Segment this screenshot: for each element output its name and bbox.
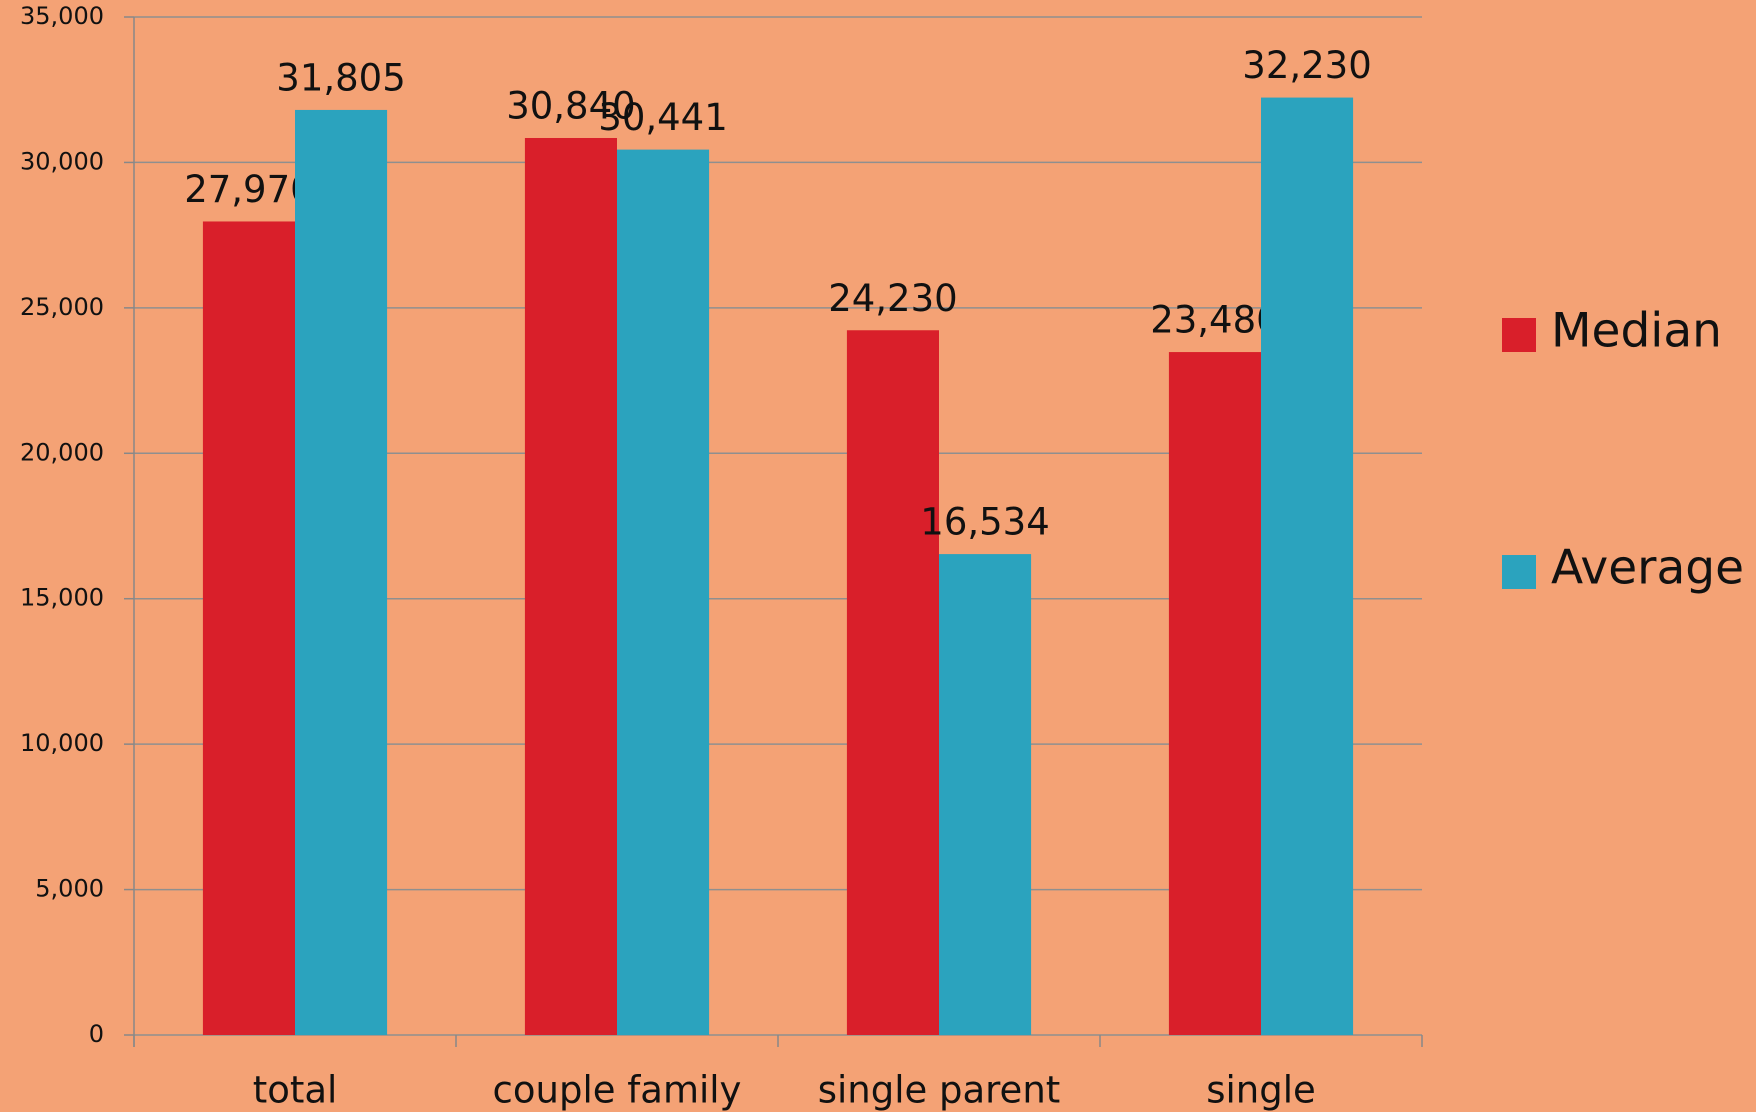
data-label: 30,441	[598, 96, 727, 139]
bar	[202, 221, 295, 1036]
bar	[1261, 97, 1354, 1035]
y-tick-label: 20,000	[20, 438, 104, 466]
legend-swatch	[1502, 555, 1536, 589]
x-tick-label: total	[253, 1069, 338, 1112]
data-label: 30,840	[506, 84, 635, 127]
y-tick-label: 30,000	[20, 147, 104, 175]
x-tick-label: couple family	[493, 1069, 742, 1112]
legend-swatch	[1502, 318, 1536, 352]
legend-label: Average	[1551, 541, 1744, 596]
data-label: 24,230	[828, 277, 957, 320]
bar	[295, 109, 388, 1036]
bar	[524, 137, 617, 1035]
y-tick-label: 0	[89, 1020, 104, 1048]
data-label: 31,805	[276, 56, 405, 99]
bar	[846, 330, 939, 1035]
x-tick-label: single	[1206, 1069, 1316, 1112]
y-tick-label: 5,000	[35, 875, 104, 903]
y-tick-label: 35,000	[20, 2, 104, 30]
data-label: 23,480	[1150, 299, 1279, 342]
y-tick-label: 10,000	[20, 729, 104, 757]
data-label: 16,534	[920, 501, 1049, 544]
y-tick-label: 25,000	[20, 293, 104, 321]
y-tick-label: 15,000	[20, 584, 104, 612]
data-label: 27,970	[184, 168, 313, 211]
data-label: 32,230	[1242, 44, 1371, 87]
bar	[1168, 352, 1261, 1036]
bar	[617, 149, 710, 1035]
legend-label: Median	[1551, 304, 1722, 359]
bar	[939, 554, 1032, 1035]
x-tick-label: single parent	[818, 1069, 1061, 1112]
